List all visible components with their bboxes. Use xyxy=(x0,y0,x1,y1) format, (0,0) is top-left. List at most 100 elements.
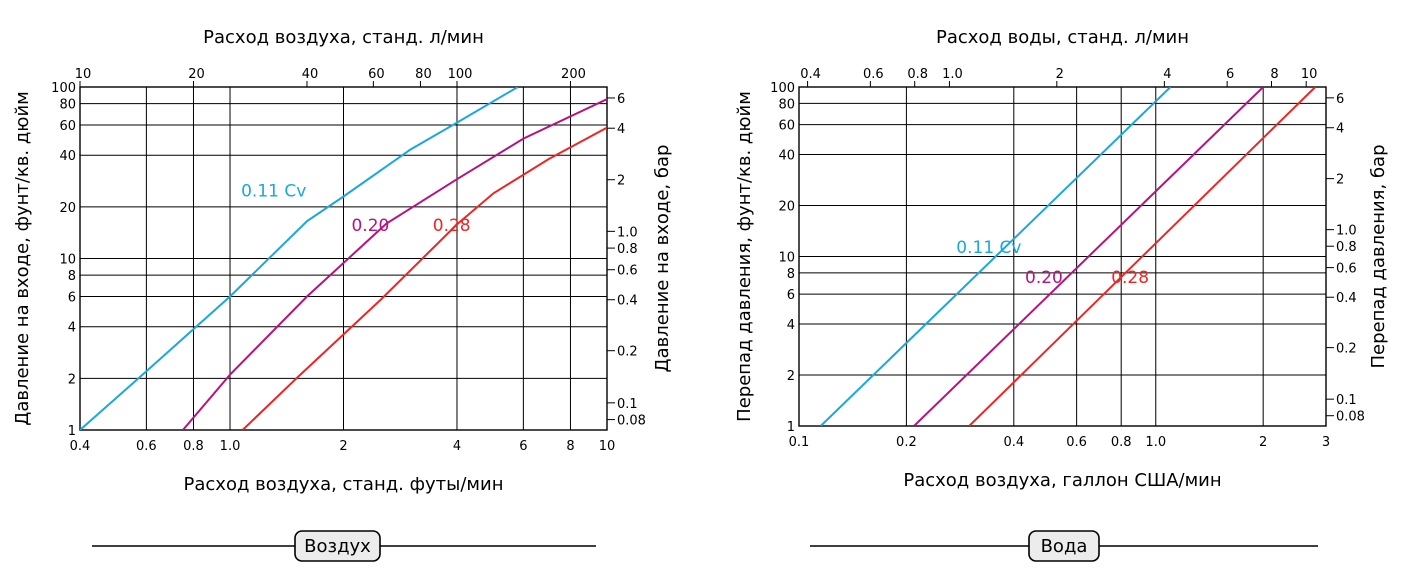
x-tick-label: 10 xyxy=(599,439,616,454)
y-tick-label: 2 xyxy=(787,369,795,384)
series-line-0 xyxy=(820,87,1172,426)
y-tick-label: 100 xyxy=(51,81,76,96)
series-line-2 xyxy=(241,126,607,430)
series-label-2: 0.28 xyxy=(433,216,471,236)
y-tick-label: 8 xyxy=(68,269,76,284)
x-tick-label: 6 xyxy=(519,439,527,454)
y-tick-label: 20 xyxy=(778,199,795,214)
series-label-0: 0.11 Cv xyxy=(241,181,306,201)
top-x-tick-label: 10 xyxy=(75,67,92,82)
right-y-tick-label: 0.6 xyxy=(1336,262,1357,277)
right-y-tick-label: 0.4 xyxy=(1336,291,1357,306)
series-label-1: 0.20 xyxy=(351,216,389,236)
right-y-tick-label: 0.08 xyxy=(617,414,646,429)
right-axis-title: Давление на входе, бар xyxy=(652,145,673,373)
top-x-tick-label: 80 xyxy=(415,67,432,82)
right-y-tick-label: 0.2 xyxy=(1336,342,1357,357)
top-x-tick-label: 40 xyxy=(302,67,319,82)
right-y-tick-label: 0.1 xyxy=(1336,393,1357,408)
caption-label: Воздух xyxy=(304,536,371,557)
x-tick-label: 1.0 xyxy=(1145,435,1166,450)
top-x-tick-label: 0.4 xyxy=(800,67,821,82)
right-y-tick-label: 6 xyxy=(617,92,625,107)
y-tick-label: 1 xyxy=(787,420,795,435)
top-x-tick-label: 60 xyxy=(368,67,385,82)
top-x-tick-label: 8 xyxy=(1270,67,1278,82)
series-label-1: 0.20 xyxy=(1025,268,1063,288)
right-y-tick-label: 0.6 xyxy=(617,264,638,279)
y-tick-label: 100 xyxy=(770,81,795,96)
series-line-2 xyxy=(968,87,1316,426)
right-y-tick-label: 0.8 xyxy=(1336,240,1357,255)
top-x-tick-label: 20 xyxy=(188,67,205,82)
caption-box xyxy=(294,530,381,562)
x-tick-label: 0.6 xyxy=(136,439,157,454)
top-x-tick-label: 100 xyxy=(448,67,473,82)
x-axis-title: Расход воздуха, галлон США/мин xyxy=(903,470,1221,491)
top-x-tick-label: 0.8 xyxy=(907,67,928,82)
right-y-tick-label: 0.08 xyxy=(1336,410,1365,425)
right-y-tick-label: 0.1 xyxy=(617,397,638,412)
plot-frame xyxy=(798,86,1327,427)
right-y-tick-label: 6 xyxy=(1336,92,1344,107)
right-y-tick-label: 2 xyxy=(1336,173,1344,188)
top-x-tick-label: 1.0 xyxy=(942,67,963,82)
y-axis-title: Перепад давления, фунт/кв. дюйм xyxy=(734,91,755,422)
top-x-tick-label: 4 xyxy=(1163,67,1171,82)
x-tick-label: 0.8 xyxy=(1111,435,1132,450)
y-tick-label: 8 xyxy=(787,267,795,282)
x-tick-label: 0.1 xyxy=(789,435,810,450)
x-tick-label: 0.6 xyxy=(1066,435,1087,450)
right-y-tick-label: 0.2 xyxy=(617,345,638,360)
x-tick-label: 3 xyxy=(1322,435,1330,450)
x-tick-label: 2 xyxy=(339,439,347,454)
right-y-tick-label: 2 xyxy=(617,174,625,189)
series-label-2: 0.28 xyxy=(1111,268,1149,288)
right-y-tick-label: 1.0 xyxy=(617,225,638,240)
y-tick-label: 2 xyxy=(68,372,76,387)
x-tick-label: 8 xyxy=(566,439,574,454)
y-tick-label: 80 xyxy=(778,97,795,112)
y-tick-label: 6 xyxy=(787,288,795,303)
chart-water: 0.1 0.2 0.4 0.6 0.8 1.0 2 31246810204060801000.… xyxy=(734,27,1389,562)
caption-box xyxy=(1028,530,1100,562)
right-y-tick-label: 0.4 xyxy=(617,294,638,309)
x-tick-label: 0.8 xyxy=(183,439,204,454)
y-tick-label: 60 xyxy=(778,119,795,134)
y-tick-label: 60 xyxy=(59,119,76,134)
y-tick-label: 10 xyxy=(59,253,76,268)
x-tick-label: 2 xyxy=(1259,435,1267,450)
y-tick-label: 1 xyxy=(68,424,76,439)
series-line-1 xyxy=(182,98,607,430)
x-tick-label: 0.4 xyxy=(70,439,91,454)
y-tick-label: 6 xyxy=(68,291,76,306)
top-x-tick-label: 6 xyxy=(1226,67,1234,82)
x-tick-label: 0.4 xyxy=(1003,435,1024,450)
y-tick-label: 4 xyxy=(68,321,76,336)
top-x-tick-label: 2 xyxy=(1056,67,1064,82)
series-line-1 xyxy=(913,87,1264,426)
x-tick-label: 0.2 xyxy=(896,435,917,450)
right-axis-title: Перепад давления, бар xyxy=(1368,144,1389,368)
y-tick-label: 10 xyxy=(778,251,795,266)
series-line-0 xyxy=(80,87,519,430)
right-y-tick-label: 4 xyxy=(617,122,625,137)
right-y-tick-label: 0.8 xyxy=(617,242,638,257)
right-y-tick-label: 4 xyxy=(1336,122,1344,137)
caption-label: Вода xyxy=(1041,536,1088,557)
y-tick-label: 4 xyxy=(787,318,795,333)
y-tick-label: 20 xyxy=(59,201,76,216)
y-tick-label: 40 xyxy=(59,149,76,164)
top-x-tick-label: 0.6 xyxy=(863,67,884,82)
top-x-tick-label: 10 xyxy=(1301,67,1318,82)
y-tick-label: 80 xyxy=(59,98,76,113)
top-axis-title: Расход воздуха, станд. л/мин xyxy=(203,27,484,48)
y-tick-label: 40 xyxy=(778,148,795,163)
plot-frame xyxy=(79,86,608,431)
right-y-tick-label: 1.0 xyxy=(1336,224,1357,239)
x-tick-label: 1.0 xyxy=(220,439,241,454)
top-axis-title: Расход воды, станд. л/мин xyxy=(936,27,1189,48)
x-axis-title: Расход воздуха, станд. футы/мин xyxy=(184,474,504,495)
